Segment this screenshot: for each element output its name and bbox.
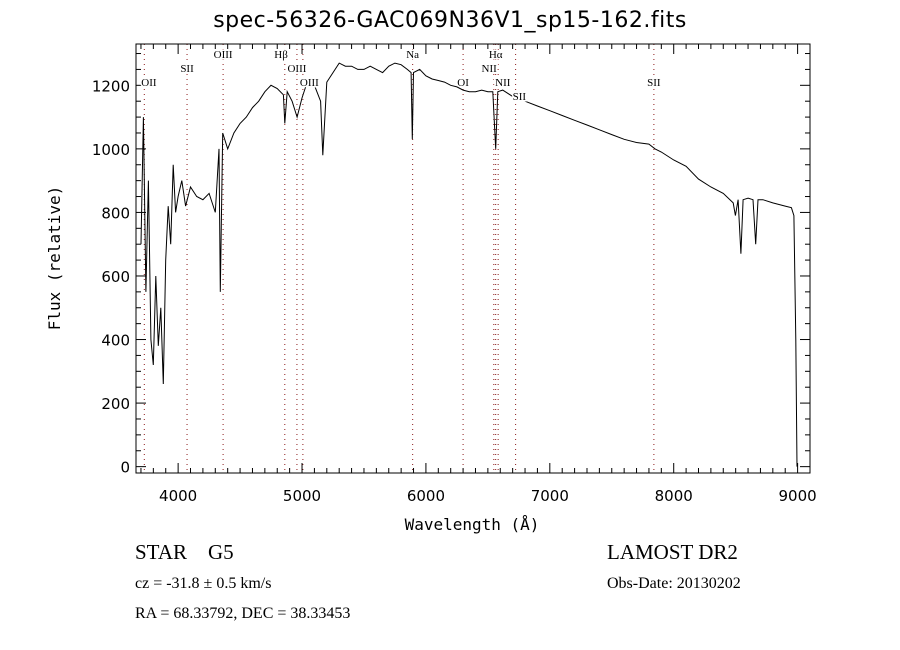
x-tick-label: 7000 [531,487,569,505]
x-tick-label: 5000 [283,487,321,505]
object-class: STAR [135,540,187,564]
line-marker-label: OII [141,77,157,89]
line-marker-label: OI [457,77,469,89]
line-marker-label: SII [647,77,661,89]
line-marker-label: NII [482,63,498,75]
object-subclass: G5 [208,540,234,564]
line-marker-label: NII [495,77,511,89]
line-marker-label: OIII [300,77,319,89]
plot-frame [135,43,811,474]
chart-title: spec-56326-GAC069N36V1_sp15-162.fits [213,8,687,33]
line-marker-label: Na [406,49,419,61]
line-marker-label: Hβ [274,49,288,61]
x-tick-label: 6000 [407,487,445,505]
line-marker-label: OIII [214,49,233,61]
y-tick-label: 200 [101,395,130,413]
line-marker-label: Hα [489,49,503,61]
y-tick-label: 1200 [92,77,130,95]
tick-labels: 4000 5000 6000 7000 8000 9000 0 200 400 600 800 100… [92,77,817,505]
x-tick-label: 9000 [779,487,817,505]
x-tick-label: 8000 [655,487,693,505]
coordinates: RA = 68.33792, DEC = 38.33453 [135,605,351,622]
survey-name: LAMOST DR2 [607,540,738,564]
y-tick-label: 1000 [92,141,130,159]
obs-date: Obs-Date: 20130202 [607,575,741,592]
y-tick-label: 400 [101,332,130,350]
line-marker-label: OIII [287,63,306,75]
y-tick-label: 600 [101,268,130,286]
line-marker-label: SII [180,63,194,75]
axis-ticks [136,44,811,473]
x-axis-label: Wavelength (Å) [405,515,540,534]
x-tick-label: 4000 [159,487,197,505]
spectrum-line [140,62,798,467]
line-marker-label: SII [513,91,527,103]
y-tick-label: 800 [101,204,130,222]
redshift-info: cz = -31.8 ± 0.5 km/s [135,575,272,592]
y-tick-label: 0 [120,459,130,477]
y-axis-label: Flux (relative) [45,186,64,331]
